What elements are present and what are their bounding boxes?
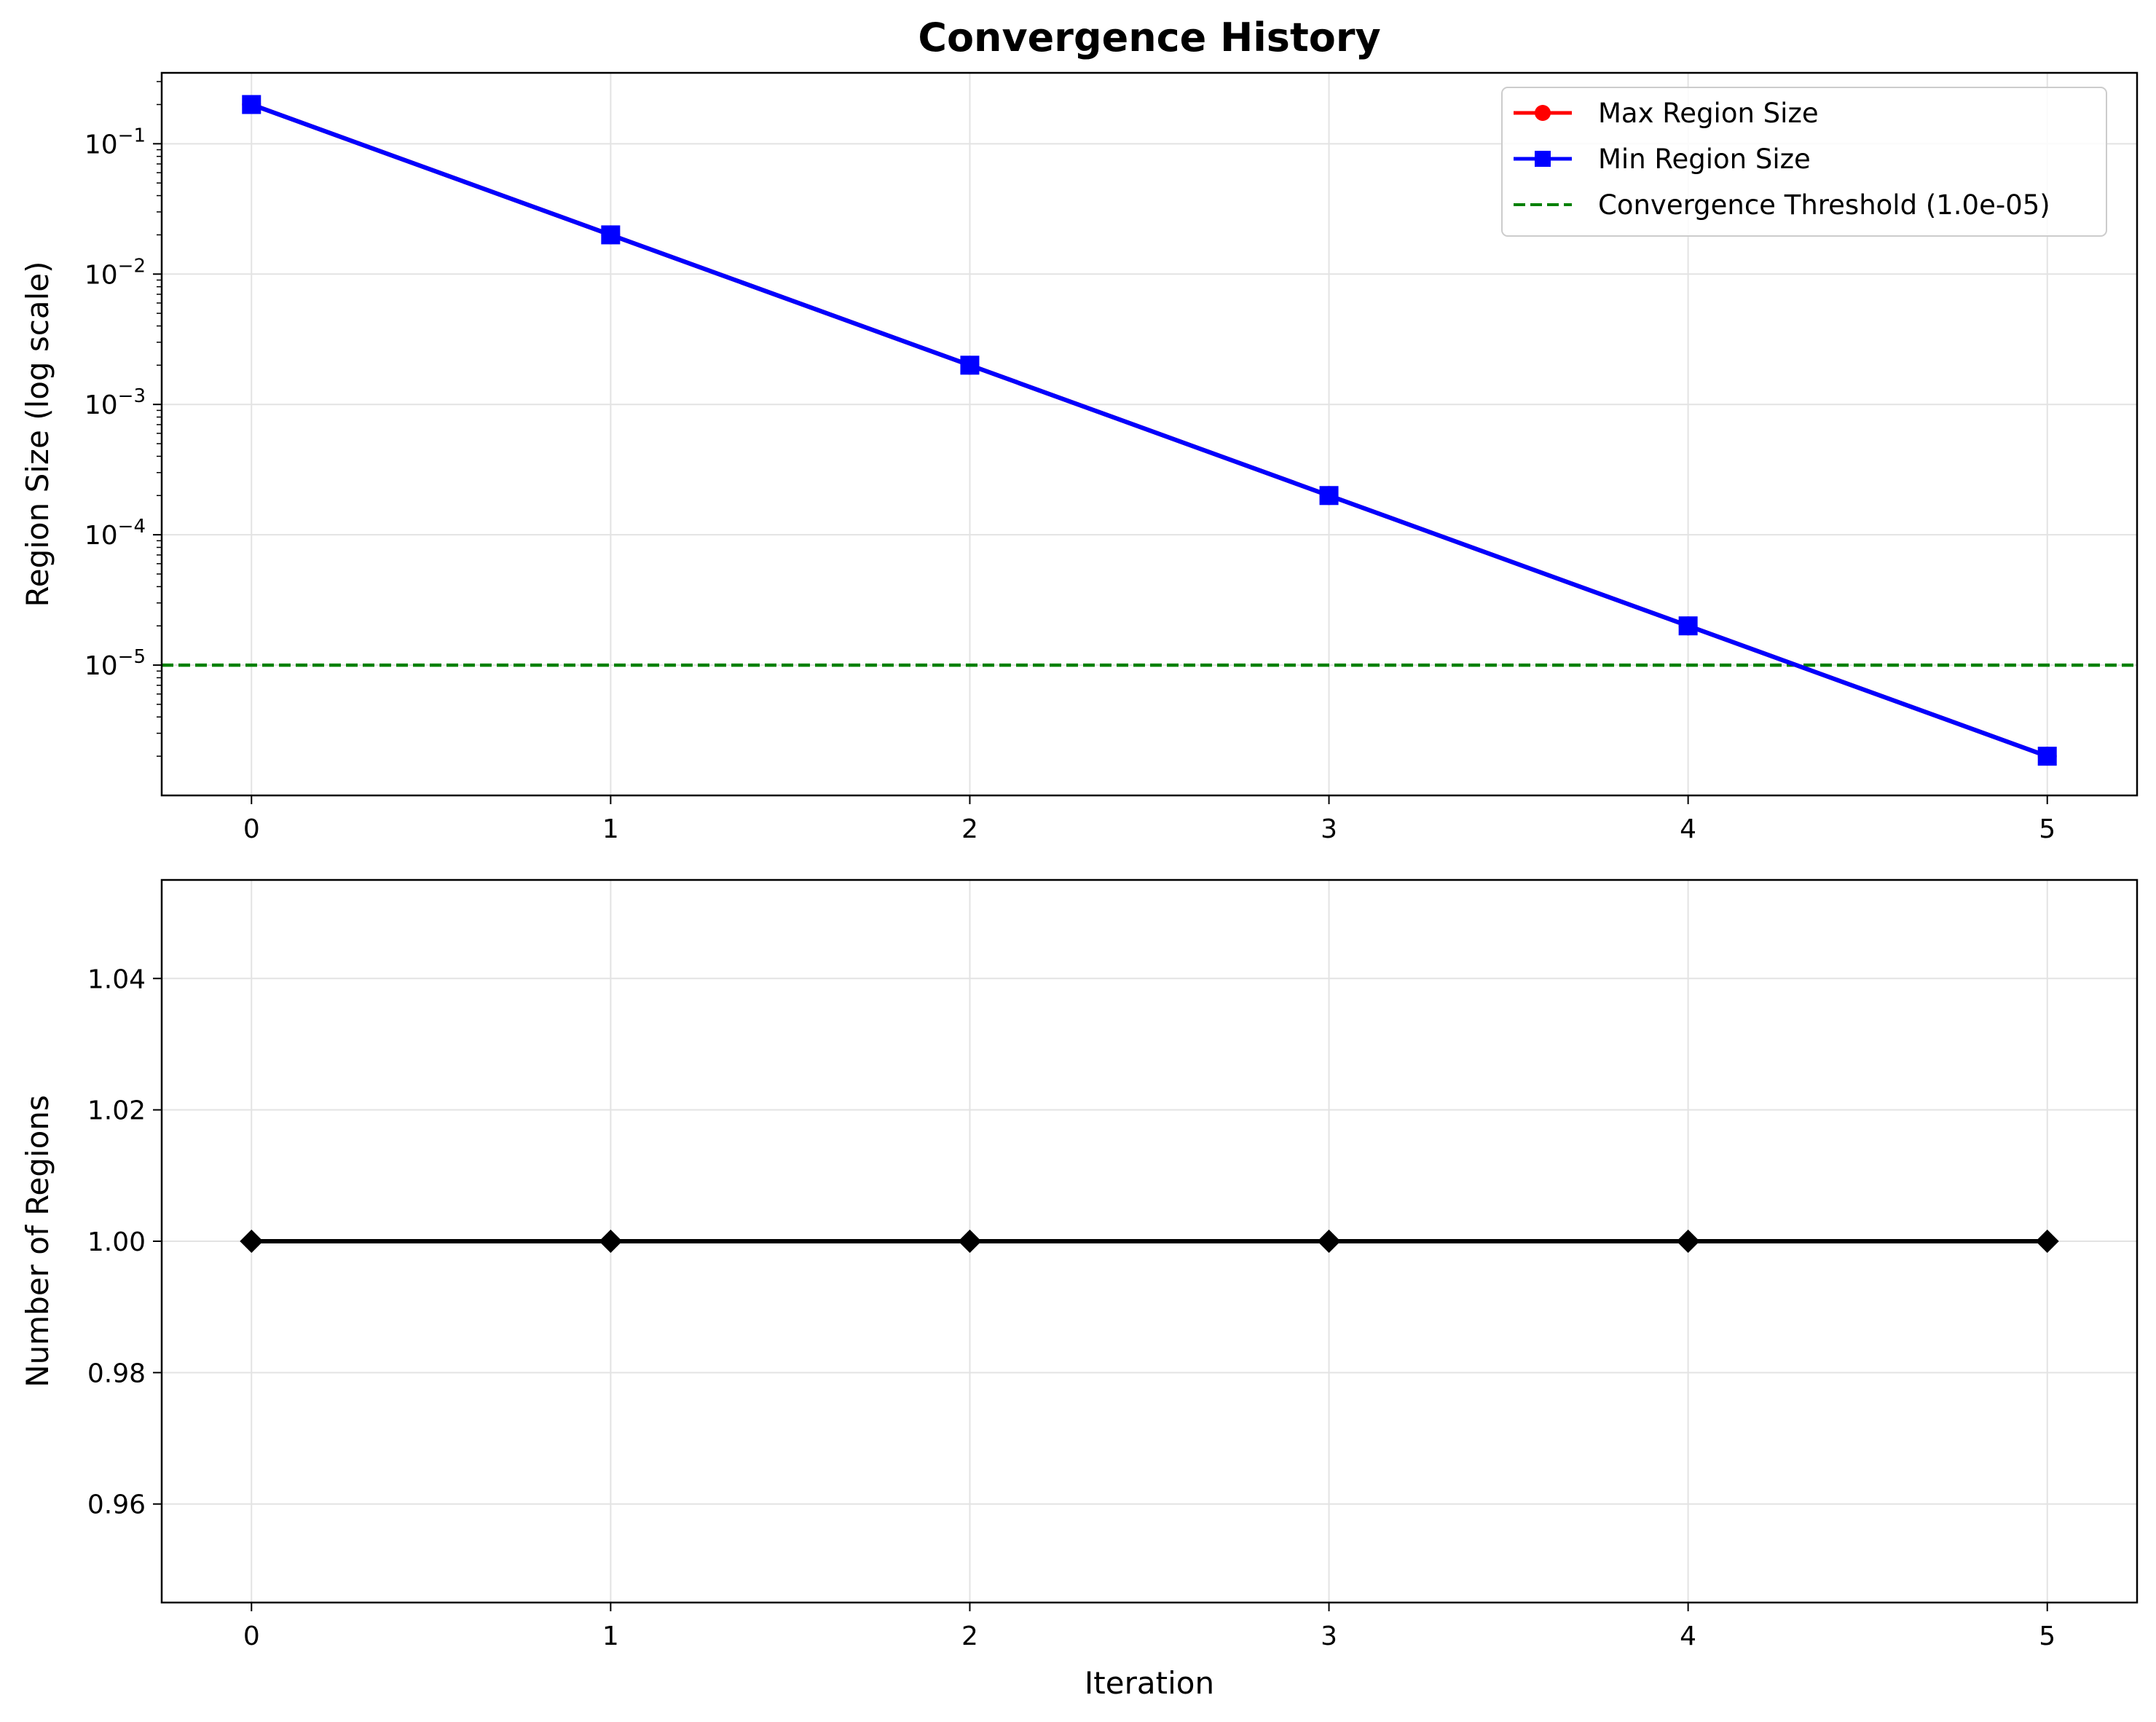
- bottom-y-axis-label: Number of Regions: [20, 1095, 55, 1388]
- legend-min-label: Min Region Size: [1598, 144, 1811, 175]
- x-axis-label: Iteration: [1085, 1665, 1214, 1701]
- legend-max-marker: [1535, 105, 1551, 121]
- bottom-x-tick-label: 4: [1680, 1621, 1696, 1651]
- bottom-x-tick-label: 0: [243, 1621, 260, 1651]
- legend-threshold-label: Convergence Threshold (1.0e-05): [1598, 189, 2050, 221]
- bottom-series: [240, 1230, 2059, 1253]
- top-x-tick-label: 0: [243, 814, 260, 844]
- min-region-size-point: [960, 355, 980, 375]
- legend-max-label: Max Region Size: [1598, 98, 1819, 129]
- min-region-size-point: [601, 225, 621, 245]
- region-count-point: [2035, 1230, 2059, 1253]
- region-count-point: [1317, 1230, 1341, 1253]
- top-x-tick-label: 4: [1680, 814, 1696, 844]
- top-x-ticks: 0 1 2 3 4 5: [243, 795, 2055, 844]
- top-y-tick-label: 10−2: [84, 255, 146, 290]
- top-series: [242, 95, 2057, 766]
- top-x-tick-label: 5: [2039, 814, 2055, 844]
- bottom-x-tick-label: 1: [602, 1621, 619, 1651]
- bottom-y-tick-label: 0.96: [87, 1490, 146, 1520]
- min-region-size-point: [1319, 486, 1339, 506]
- legend-min-marker: [1535, 151, 1551, 167]
- top-x-tick-label: 1: [602, 814, 619, 844]
- top-y-axis-label: Region Size (log scale): [20, 261, 55, 607]
- bottom-y-ticks: 0.96 0.98 1.00 1.02 1.04: [87, 964, 162, 1520]
- bottom-y-tick-label: 0.98: [87, 1359, 146, 1388]
- legend-box: [1501, 87, 2107, 237]
- chart-title: Convergence History: [918, 15, 1380, 60]
- top-axes-frame: [160, 71, 2139, 797]
- region-count-point: [1676, 1230, 1700, 1253]
- bottom-y-tick-label: 1.00: [87, 1227, 146, 1257]
- region-count-point: [599, 1230, 623, 1253]
- region-count-point: [958, 1230, 982, 1253]
- bottom-x-tick-label: 5: [2039, 1621, 2055, 1651]
- min-region-size-point: [242, 95, 261, 114]
- top-y-tick-label: 10−1: [84, 125, 146, 160]
- top-x-tick-label: 3: [1321, 814, 1337, 844]
- bottom-y-tick-label: 1.04: [87, 964, 146, 994]
- region-count-panel: 0 1 2 3 4 5 0.96 0.98 1.00 1.02 1.04 Number of Re…: [20, 878, 2139, 1701]
- min-region-size-point: [1678, 616, 1698, 636]
- region-count-point: [240, 1230, 264, 1253]
- bottom-x-tick-label: 2: [961, 1621, 978, 1651]
- top-y-tick-label: 10−4: [84, 516, 146, 551]
- top-y-tick-label: 10−3: [84, 385, 146, 420]
- legend: Max Region Size Min Region Size Converge…: [1501, 87, 2107, 237]
- bottom-x-ticks: 0 1 2 3 4 5: [243, 1603, 2055, 1651]
- top-x-tick-label: 2: [961, 814, 978, 844]
- top-y-tick-label: 10−5: [84, 646, 146, 681]
- top-y-ticks: 10−1 10−2 10−3 10−4 10−5: [84, 81, 162, 757]
- bottom-x-tick-label: 3: [1321, 1621, 1337, 1651]
- bottom-y-tick-label: 1.02: [87, 1096, 146, 1126]
- min-region-size-point: [2037, 747, 2057, 766]
- min-region-size-line: [251, 102, 2048, 758]
